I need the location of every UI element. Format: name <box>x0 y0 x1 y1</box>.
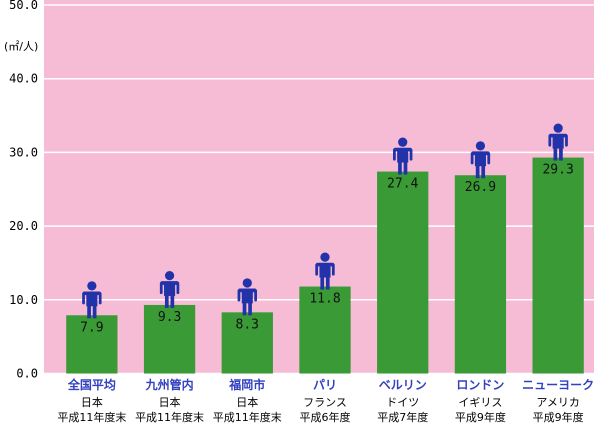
country-label: 日本 <box>236 395 258 409</box>
value-label: 26.9 <box>465 180 496 195</box>
value-label: 9.3 <box>158 310 181 325</box>
person-markers <box>82 123 568 319</box>
value-label: 8.3 <box>236 317 259 332</box>
y-unit-label: (㎡/人) <box>4 40 38 53</box>
bar <box>143 304 196 374</box>
bar <box>66 315 118 374</box>
y-axis: 0.0 10.0 20.0 30.0 40.0 50.0 <box>9 0 38 381</box>
period-label: 平成11年度末 <box>213 410 282 424</box>
value-label: 7.9 <box>80 320 103 335</box>
person-icon <box>470 141 491 179</box>
y-tick-label: 30.0 <box>9 145 38 159</box>
country-label: 日本 <box>81 395 103 409</box>
y-tick-label: 40.0 <box>9 72 38 86</box>
country-label: ドイツ <box>386 396 419 409</box>
period-label: 平成9年度 <box>533 410 584 424</box>
y-tick-label: 0.0 <box>16 367 38 381</box>
y-tick-label: 10.0 <box>9 293 38 307</box>
period-label: 平成11年度末 <box>57 410 126 424</box>
value-label: 29.3 <box>542 163 573 178</box>
person-icon <box>82 281 102 319</box>
bar <box>299 286 351 374</box>
value-label: 27.4 <box>387 177 418 192</box>
category-label: 全国平均 <box>67 377 116 392</box>
person-icon <box>315 252 335 290</box>
person-icon <box>393 137 413 175</box>
category-label: パリ <box>313 378 337 392</box>
person-icon <box>237 278 257 316</box>
bars <box>66 157 584 374</box>
y-tick-label: 20.0 <box>9 219 38 233</box>
country-label: 日本 <box>159 395 181 409</box>
period-label: 平成6年度 <box>300 410 351 424</box>
period-label: 平成7年度 <box>377 410 428 424</box>
category-label: 九州管内 <box>145 377 194 392</box>
country-label: イギリス <box>458 396 502 409</box>
bar <box>221 312 273 374</box>
period-label: 平成9年度 <box>455 410 506 424</box>
x-axis-labels: 全国平均日本平成11年度末九州管内日本平成11年度末福岡市日本平成11年度末パリ… <box>57 377 594 424</box>
value-labels: 7.9 9.3 8.3 11.8 27.4 26.9 29.3 <box>80 163 574 336</box>
person-icon <box>548 123 568 161</box>
category-label: ベルリン <box>379 378 427 392</box>
bar <box>377 171 429 374</box>
value-label: 11.8 <box>309 292 340 307</box>
country-label: アメリカ <box>536 396 579 409</box>
category-label: 福岡市 <box>228 377 265 392</box>
period-label: 平成11年度末 <box>135 410 204 424</box>
person-icon <box>159 270 180 308</box>
country-label: フランス <box>303 396 347 409</box>
category-label: ニューヨーク <box>522 378 594 392</box>
bar <box>454 175 507 374</box>
y-tick-label: 50.0 <box>9 0 38 12</box>
bar <box>532 157 584 374</box>
category-label: ロンドン <box>456 378 504 392</box>
